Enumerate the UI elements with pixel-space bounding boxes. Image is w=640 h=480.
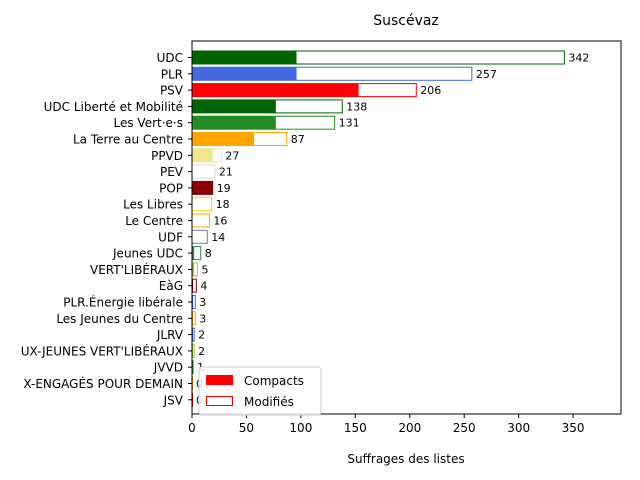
value-label: 18 bbox=[216, 198, 230, 211]
bar-compacts-psv bbox=[192, 83, 359, 97]
category-label: Le Centre bbox=[125, 214, 183, 228]
category-label: POP bbox=[159, 181, 183, 195]
category-label: Les Libres bbox=[123, 198, 183, 212]
bar-compacts-pop bbox=[192, 181, 213, 195]
category-label: PEV bbox=[160, 165, 184, 179]
bar-compacts-les-vert-e-s bbox=[192, 116, 276, 130]
x-tick-label: 100 bbox=[289, 421, 312, 435]
bars-layer bbox=[191, 50, 565, 407]
bar-compacts-udc bbox=[192, 51, 297, 64]
legend: Compacts Modifiés bbox=[198, 366, 322, 416]
value-label: 14 bbox=[211, 231, 225, 244]
category-label: PLR.Énergie libérale bbox=[63, 295, 183, 310]
value-label: 3 bbox=[199, 312, 206, 325]
legend-swatch-filled bbox=[206, 375, 233, 385]
category-label: VERT'LIBÉRAUX bbox=[90, 262, 183, 277]
value-label: 27 bbox=[225, 149, 239, 162]
x-axis: 0 50 100 150 200 250 300 350 bbox=[188, 414, 585, 435]
value-label: 2 bbox=[198, 345, 205, 358]
category-label: UDC bbox=[157, 51, 183, 65]
category-label: La Terre au Centre bbox=[73, 133, 183, 147]
legend-swatch-outline bbox=[206, 396, 233, 406]
legend-label: Compacts bbox=[244, 374, 304, 388]
chart-title: Suscévaz bbox=[373, 13, 439, 29]
category-label: PLR bbox=[161, 67, 183, 81]
bar-modifies-le-centre bbox=[191, 213, 210, 228]
legend-label: Modifiés bbox=[244, 395, 294, 409]
value-label: 131 bbox=[339, 117, 360, 130]
category-label: PPVD bbox=[151, 149, 183, 163]
x-tick-label: 50 bbox=[239, 421, 254, 435]
category-label: UX-JEUNES VERT'LIBÉRAUX bbox=[21, 343, 183, 358]
bar-compacts-plr-nergie-lib-rale bbox=[192, 295, 194, 309]
category-label: UDC Liberté et Mobilité bbox=[44, 100, 183, 114]
value-label: 16 bbox=[213, 215, 227, 228]
category-label: EàG bbox=[159, 279, 183, 293]
bar-compacts-ppvd bbox=[192, 148, 213, 162]
category-label: Les Vert·e·s bbox=[114, 116, 184, 130]
category-label: X-ENGAGÉS POUR DEMAIN bbox=[23, 376, 183, 391]
category-label: JSV bbox=[163, 393, 184, 407]
bar-compacts-e-g bbox=[192, 279, 194, 293]
value-label: 3 bbox=[199, 296, 206, 309]
category-labels: UDC PLR PSV UDC Liberté et Mobilité Les Vert… bbox=[21, 51, 192, 407]
value-label: 21 bbox=[219, 166, 233, 179]
value-label: 8 bbox=[205, 247, 212, 260]
bar-compacts-jvvd bbox=[192, 360, 194, 374]
bar-modifies-pev bbox=[191, 164, 216, 179]
x-tick-label: 200 bbox=[398, 421, 421, 435]
value-label: 4 bbox=[200, 280, 207, 293]
bar-compacts-ux-jeunes-vert-lib-raux bbox=[192, 344, 194, 358]
category-label: JLRV bbox=[156, 328, 184, 342]
category-label: PSV bbox=[160, 84, 184, 98]
value-label: 342 bbox=[568, 52, 589, 65]
bar-compacts-plr bbox=[192, 67, 297, 81]
bar-compacts-les-jeunes-du-centre bbox=[192, 311, 194, 325]
value-label: 19 bbox=[217, 182, 231, 195]
bar-compacts-vert-lib-raux bbox=[192, 262, 195, 276]
bar-compacts-jlrv bbox=[192, 328, 194, 342]
value-label: 206 bbox=[420, 84, 441, 97]
x-tick-label: 250 bbox=[453, 421, 476, 435]
x-tick-label: 300 bbox=[507, 421, 530, 435]
value-label: 257 bbox=[476, 68, 497, 81]
plot-frame bbox=[191, 40, 622, 415]
x-tick-label: 150 bbox=[344, 421, 367, 435]
bar-compacts-la-terre-au-centre bbox=[192, 132, 255, 146]
value-label: 5 bbox=[201, 263, 208, 276]
x-tick-label: 350 bbox=[562, 421, 585, 435]
value-label: 2 bbox=[198, 329, 205, 342]
bar-modifies-les-libres bbox=[191, 197, 213, 212]
value-label: 87 bbox=[291, 133, 305, 146]
bar-modifies-udf bbox=[191, 229, 208, 244]
category-label: JVVD bbox=[153, 361, 183, 375]
category-label: Les Jeunes du Centre bbox=[56, 312, 183, 326]
category-label: UDF bbox=[158, 230, 183, 244]
x-tick-label: 0 bbox=[188, 421, 196, 435]
bar-compacts-udc-libert-et-mobilit- bbox=[192, 99, 276, 113]
x-axis-label: Suffrages des listes bbox=[347, 452, 464, 466]
value-label: 138 bbox=[346, 100, 367, 113]
bar-compacts-jeunes-udc bbox=[192, 246, 195, 260]
category-label: Jeunes UDC bbox=[112, 247, 183, 261]
